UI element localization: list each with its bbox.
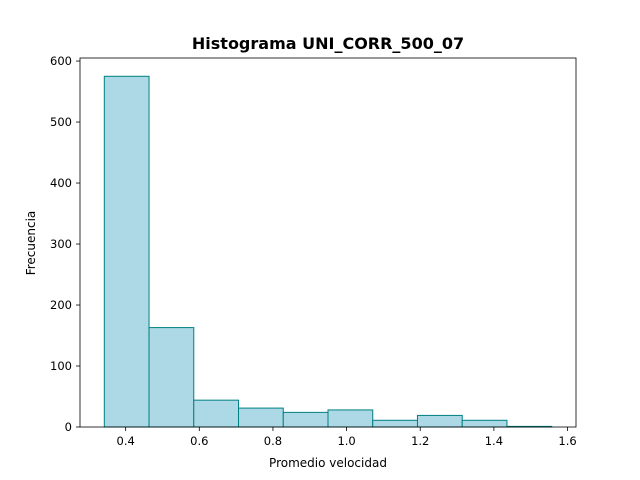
x-axis-label: Promedio velocidad — [269, 456, 387, 470]
histogram-bar — [461, 419, 508, 428]
histogram-bar — [372, 419, 418, 428]
y-tick-label: 400 — [50, 176, 72, 190]
y-tick-label: 600 — [50, 54, 72, 68]
x-tick-label: 1.6 — [558, 434, 576, 448]
bars-group — [103, 75, 553, 428]
x-tick-label: 0.6 — [190, 434, 208, 448]
x-tick-label: 0.4 — [117, 434, 135, 448]
x-tick-label: 1.2 — [411, 434, 429, 448]
y-tick-label: 300 — [50, 237, 72, 251]
histogram-bar — [238, 407, 284, 428]
x-tick-label: 1.4 — [485, 434, 503, 448]
y-tick-label: 200 — [50, 298, 72, 312]
chart-title: Histograma UNI_CORR_500_07 — [192, 34, 464, 53]
histogram-bar — [327, 409, 374, 428]
y-tick-label: 100 — [50, 359, 72, 373]
plot-frame — [79, 57, 577, 428]
x-tick-label: 0.8 — [264, 434, 282, 448]
histogram-bar — [416, 414, 463, 428]
histogram-bar — [148, 327, 195, 428]
histogram-bar — [282, 411, 329, 428]
x-tick-label: 1.0 — [337, 434, 355, 448]
histogram-bar — [103, 75, 150, 428]
y-axis-label: Frecuencia — [24, 211, 38, 276]
histogram-bar — [193, 399, 240, 428]
y-axis-ticks: 0 100 200 300 400 500 600 — [50, 54, 80, 434]
x-axis-ticks: 0.4 0.6 0.8 1.0 1.2 1.4 1.6 — [117, 427, 577, 448]
y-tick-label: 500 — [50, 115, 72, 129]
y-tick-label: 0 — [65, 420, 72, 434]
